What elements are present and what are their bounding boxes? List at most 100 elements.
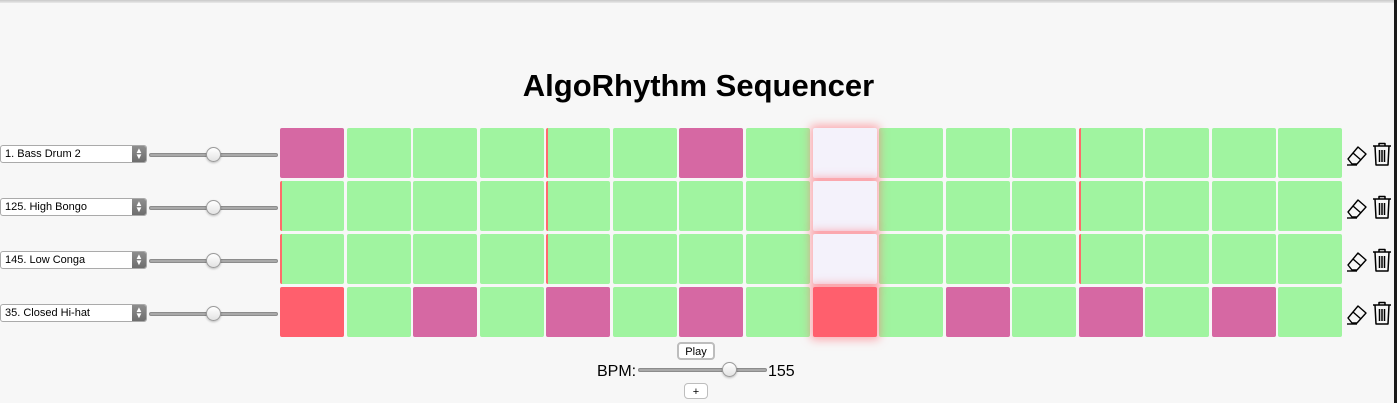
step-cell[interactable] <box>1012 181 1076 231</box>
play-button[interactable]: Play <box>677 342 715 360</box>
volume-slider[interactable] <box>149 253 278 268</box>
step-cell[interactable] <box>413 287 477 337</box>
trash-icon[interactable] <box>1370 194 1394 220</box>
track-row: 125. High Bongo ▲ ▼ <box>0 181 1397 231</box>
step-cell[interactable] <box>347 128 411 178</box>
step-cell[interactable] <box>480 181 544 231</box>
instrument-select[interactable]: 125. High Bongo ▲ ▼ <box>0 198 147 216</box>
step-cell[interactable] <box>813 234 877 284</box>
volume-slider[interactable] <box>149 147 278 162</box>
bpm-slider[interactable] <box>638 362 767 377</box>
step-cell[interactable] <box>1012 128 1076 178</box>
step-cell[interactable] <box>1278 181 1342 231</box>
instrument-select[interactable]: 1. Bass Drum 2 ▲ ▼ <box>0 145 147 163</box>
volume-slider-thumb[interactable] <box>206 306 221 321</box>
step-cell[interactable] <box>480 287 544 337</box>
step-cell[interactable] <box>546 181 610 231</box>
step-cell[interactable] <box>613 287 677 337</box>
step-cell[interactable] <box>879 181 943 231</box>
step-cell[interactable] <box>1012 234 1076 284</box>
trash-icon[interactable] <box>1370 247 1394 273</box>
step-cell[interactable] <box>946 287 1010 337</box>
step-cell[interactable] <box>1145 181 1209 231</box>
step-cell[interactable] <box>1278 287 1342 337</box>
step-cell[interactable] <box>879 128 943 178</box>
step-cell[interactable] <box>746 128 810 178</box>
step-cell[interactable] <box>1079 287 1143 337</box>
step-cell[interactable] <box>413 234 477 284</box>
volume-slider[interactable] <box>149 200 278 215</box>
step-cell[interactable] <box>679 234 743 284</box>
step-cell[interactable] <box>613 234 677 284</box>
step-cell[interactable] <box>1012 287 1076 337</box>
step-cell[interactable] <box>746 287 810 337</box>
eraser-icon[interactable] <box>1345 247 1369 273</box>
step-cell[interactable] <box>1079 181 1143 231</box>
step-cell[interactable] <box>546 234 610 284</box>
step-cell[interactable] <box>1212 128 1276 178</box>
select-arrows-icon: ▲ ▼ <box>132 146 146 162</box>
step-cell[interactable] <box>480 234 544 284</box>
step-cell[interactable] <box>746 181 810 231</box>
step-cell[interactable] <box>280 128 344 178</box>
volume-slider-thumb[interactable] <box>206 147 221 162</box>
step-cell[interactable] <box>1212 181 1276 231</box>
volume-slider-thumb[interactable] <box>206 200 221 215</box>
volume-slider-thumb[interactable] <box>206 253 221 268</box>
step-cell[interactable] <box>613 128 677 178</box>
step-cell[interactable] <box>280 287 344 337</box>
step-cell[interactable] <box>613 181 677 231</box>
step-cell[interactable] <box>1212 287 1276 337</box>
page-title: AlgoRhythm Sequencer <box>522 68 875 103</box>
bpm-label: BPM: <box>597 363 637 380</box>
step-cell[interactable] <box>879 287 943 337</box>
step-cell[interactable] <box>813 181 877 231</box>
step-cell[interactable] <box>679 128 743 178</box>
step-cell[interactable] <box>946 181 1010 231</box>
eraser-icon[interactable] <box>1345 194 1369 220</box>
step-cell[interactable] <box>1145 287 1209 337</box>
step-cell[interactable] <box>813 128 877 178</box>
step-cell[interactable] <box>1145 234 1209 284</box>
step-cell[interactable] <box>746 234 810 284</box>
step-cell[interactable] <box>1079 234 1143 284</box>
select-arrows-icon: ▲ ▼ <box>132 199 146 215</box>
instrument-select-value: 145. Low Conga <box>5 254 86 266</box>
step-cell[interactable] <box>413 128 477 178</box>
step-cell[interactable] <box>1212 234 1276 284</box>
track-row: 145. Low Conga ▲ ▼ <box>0 234 1397 284</box>
select-arrows-icon: ▲ ▼ <box>132 252 146 268</box>
step-cell[interactable] <box>546 128 610 178</box>
eraser-icon[interactable] <box>1345 300 1369 326</box>
instrument-select[interactable]: 145. Low Conga ▲ ▼ <box>0 251 147 269</box>
instrument-select[interactable]: 35. Closed Hi-hat ▲ ▼ <box>0 304 147 322</box>
track-row: 35. Closed Hi-hat ▲ ▼ <box>0 287 1397 337</box>
window-top-edge <box>0 0 1397 3</box>
add-track-button[interactable]: + <box>684 383 708 399</box>
step-cell[interactable] <box>480 128 544 178</box>
trash-icon[interactable] <box>1370 300 1394 326</box>
step-cell[interactable] <box>347 234 411 284</box>
instrument-select-value: 1. Bass Drum 2 <box>5 148 81 160</box>
trash-icon[interactable] <box>1370 141 1394 167</box>
step-cell[interactable] <box>347 181 411 231</box>
volume-slider[interactable] <box>149 306 278 321</box>
step-cell[interactable] <box>946 128 1010 178</box>
bpm-slider-thumb[interactable] <box>722 362 737 377</box>
step-cell[interactable] <box>946 234 1010 284</box>
step-cell[interactable] <box>347 287 411 337</box>
eraser-icon[interactable] <box>1345 141 1369 167</box>
step-cell[interactable] <box>1079 128 1143 178</box>
step-cell[interactable] <box>280 181 344 231</box>
track-row: 1. Bass Drum 2 ▲ ▼ <box>0 128 1397 178</box>
step-cell[interactable] <box>813 287 877 337</box>
step-cell[interactable] <box>879 234 943 284</box>
step-cell[interactable] <box>413 181 477 231</box>
step-cell[interactable] <box>1278 128 1342 178</box>
step-cell[interactable] <box>679 181 743 231</box>
step-cell[interactable] <box>1145 128 1209 178</box>
step-cell[interactable] <box>280 234 344 284</box>
step-cell[interactable] <box>679 287 743 337</box>
step-cell[interactable] <box>546 287 610 337</box>
step-cell[interactable] <box>1278 234 1342 284</box>
